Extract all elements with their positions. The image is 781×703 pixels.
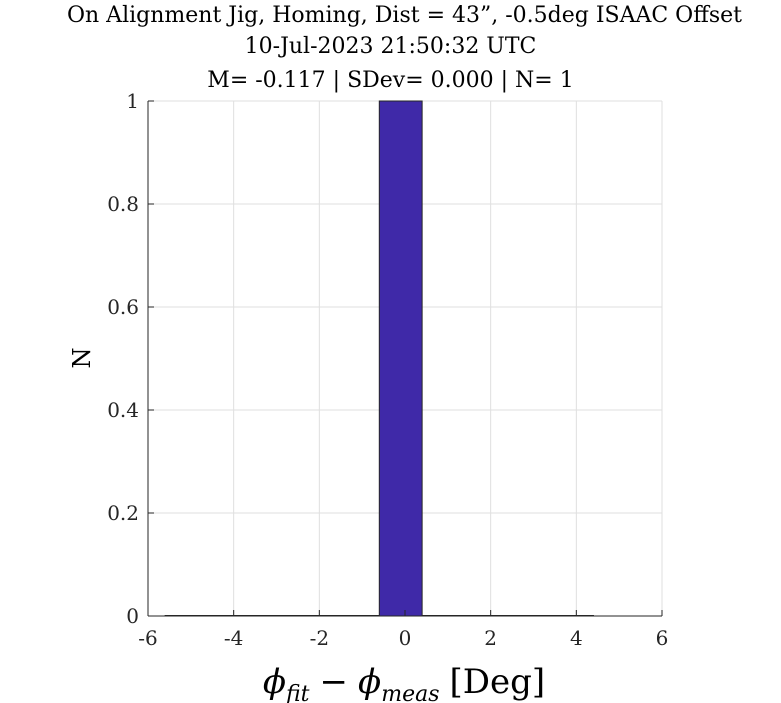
x-tick-label: -2 xyxy=(310,626,329,650)
y-tick-label: 0.6 xyxy=(107,295,139,319)
y-tick-label: 0.8 xyxy=(107,192,139,216)
x-tick-label: 4 xyxy=(570,626,583,650)
chart-subtitle: 10-Jul-2023 21:50:32 UTC xyxy=(244,34,537,59)
y-tick-label: 1 xyxy=(126,89,139,113)
x-tick-label: 6 xyxy=(656,626,669,650)
x-tick-label: -4 xyxy=(224,626,243,650)
x-tick-label: -6 xyxy=(138,626,157,650)
x-label-phi: ϕ xyxy=(263,662,286,702)
y-tick-label: 0 xyxy=(126,604,139,628)
axes xyxy=(147,100,663,617)
y-tick-label: 0.4 xyxy=(107,398,139,422)
y-tick-label: 0.2 xyxy=(107,501,139,525)
chart-title: On Alignment Jig, Homing, Dist = 43”, -0… xyxy=(66,3,743,28)
x-label-phi-2: ϕ xyxy=(358,662,381,702)
y-tick-labels: 0 0.2 0.4 0.6 0.8 1 xyxy=(107,89,139,628)
x-tick-labels: -6 -4 -2 0 2 4 6 xyxy=(138,626,668,650)
x-label-minus: − xyxy=(320,662,349,702)
y-axis-label: N xyxy=(68,348,96,369)
x-label-meas: meas xyxy=(381,682,439,703)
x-tick-label: 0 xyxy=(399,626,412,650)
chart-stats-line: M= -0.117 | SDev= 0.000 | N= 1 xyxy=(207,68,574,93)
x-label-fit: fit xyxy=(284,682,310,703)
x-tick-label: 2 xyxy=(484,626,497,650)
histogram-bar xyxy=(378,100,423,617)
x-label-unit: [Deg] xyxy=(450,662,546,702)
x-axis-label: ϕfit − ϕmeas [Deg] xyxy=(263,662,545,703)
